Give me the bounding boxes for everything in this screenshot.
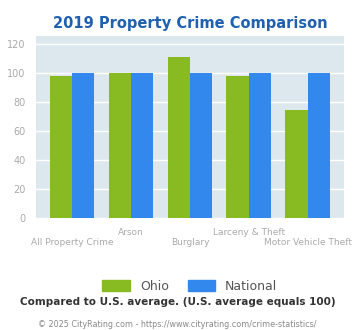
Bar: [72, 73, 94, 218]
Bar: [50, 76, 72, 218]
Bar: [226, 76, 249, 218]
Text: © 2025 CityRating.com - https://www.cityrating.com/crime-statistics/: © 2025 CityRating.com - https://www.city…: [38, 319, 317, 329]
Text: Burglary: Burglary: [171, 238, 209, 247]
Bar: [109, 73, 131, 218]
Bar: [249, 73, 271, 218]
Text: Motor Vehicle Theft: Motor Vehicle Theft: [264, 238, 352, 247]
Legend: Ohio, National: Ohio, National: [98, 275, 282, 298]
Bar: [131, 73, 153, 218]
Bar: [190, 73, 212, 218]
Bar: [168, 57, 190, 218]
Text: Compared to U.S. average. (U.S. average equals 100): Compared to U.S. average. (U.S. average …: [20, 297, 335, 307]
Text: Arson: Arson: [118, 228, 144, 237]
Text: Larceny & Theft: Larceny & Theft: [213, 228, 285, 237]
Text: All Property Crime: All Property Crime: [31, 238, 113, 247]
Bar: [308, 73, 330, 218]
Bar: [285, 110, 308, 218]
Title: 2019 Property Crime Comparison: 2019 Property Crime Comparison: [53, 16, 327, 31]
